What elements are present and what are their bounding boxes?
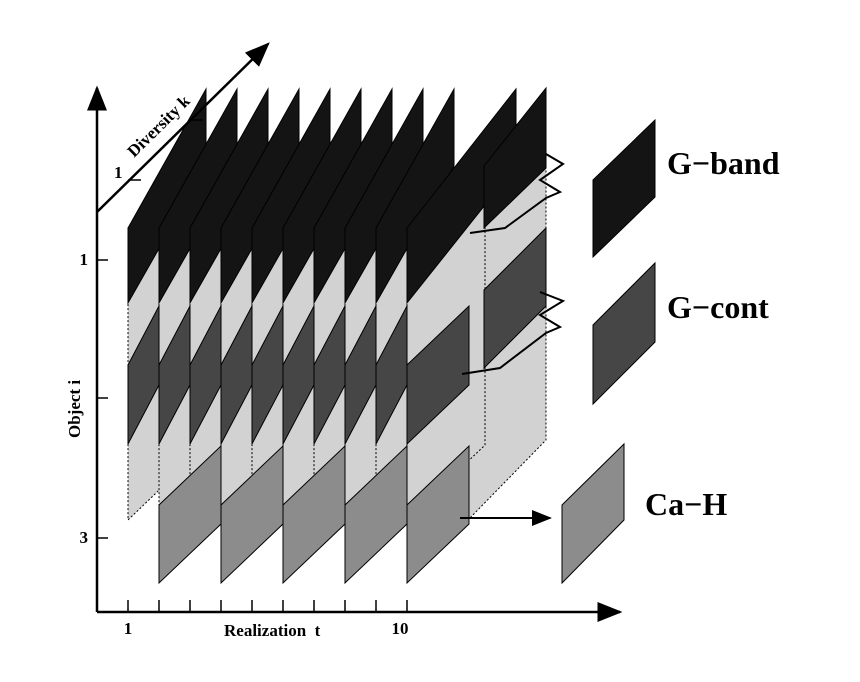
realization-tick-label-1: 1 [124,619,133,638]
g-band-connector [469,153,565,234]
realization-axis-label: Realization t [224,621,321,640]
g-band-label: G−band [667,145,780,181]
object-tick-label-1: 1 [80,250,89,269]
ca-h-label: Ca−H [645,486,727,522]
ca-h-slice-5 [406,444,470,585]
g-cont-label: G−cont [667,289,769,325]
realization-tick-label-10: 10 [392,619,409,638]
diversity-axis [96,42,270,213]
g-cont-connector [461,291,566,375]
realization-ticks [127,600,408,612]
ca-h-swatch [561,442,625,585]
g-cont-slice-10 [406,304,470,446]
object-axis-label: Object i [65,380,84,438]
object-tick-label-3: 3 [80,528,89,547]
g-cont-back [483,226,547,370]
g-band-slice-9 [375,87,455,305]
g-band-back [483,86,547,230]
diversity-tick-label-1: 1 [114,163,123,182]
g-band-swatch [592,118,656,259]
g-cont-swatch [592,261,656,406]
slice-stack [127,86,547,585]
